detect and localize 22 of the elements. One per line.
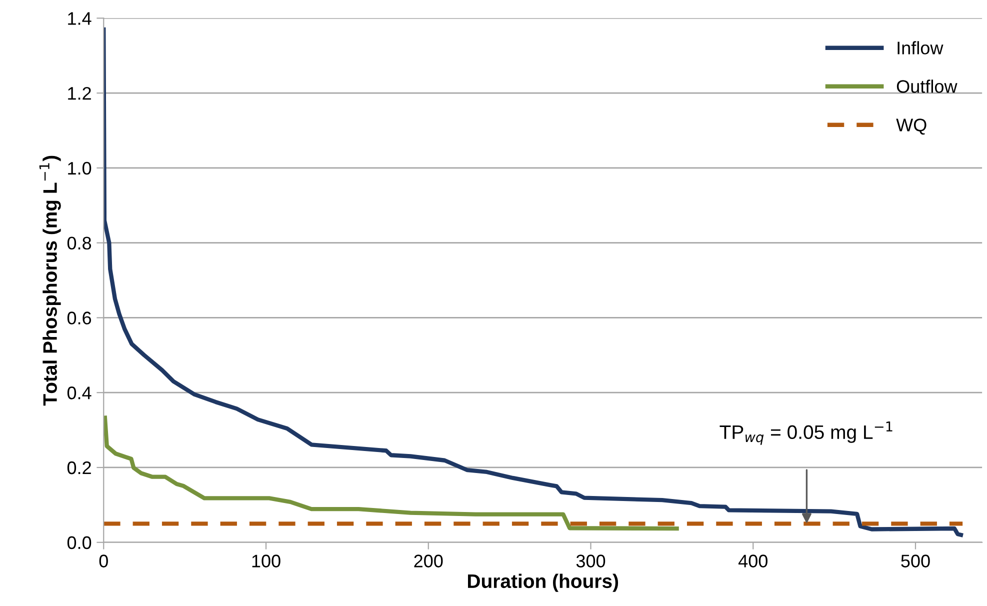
y-tick-label: 1.4 [68, 12, 92, 25]
legend-label: WQ [896, 118, 926, 135]
y-axis-title: Total Phosphorus (mg L$^{−1}$) [39, 156, 61, 406]
x-tick-label: 400 [738, 554, 768, 568]
annotation: TP$_{wq}$ = 0.05 mg L$^{−1}$ [720, 421, 892, 445]
legend-label: Inflow [898, 41, 944, 54]
x-tick-label: 100 [252, 554, 280, 568]
y-tick-label: 1.2 [68, 87, 91, 100]
y-tick-label: 0.6 [67, 312, 92, 324]
y-tick-label: 0.8 [67, 236, 92, 250]
y-tick-label: 1.0 [68, 162, 92, 175]
y-tick-label: 0.4 [67, 386, 92, 400]
line-series [104, 27, 964, 537]
x-tick-label: 200 [414, 554, 443, 568]
y-tick-label: 0.0 [67, 536, 92, 550]
x-tick-label: 0 [99, 554, 108, 568]
x-tick-label: 300 [576, 554, 606, 568]
x-tick-label: 500 [901, 554, 930, 568]
legend-label: Outflow [896, 80, 958, 93]
y-tick-label: 0.2 [67, 461, 91, 474]
line-series [104, 416, 679, 531]
x-axis-title: Duration (hours) [468, 574, 618, 592]
